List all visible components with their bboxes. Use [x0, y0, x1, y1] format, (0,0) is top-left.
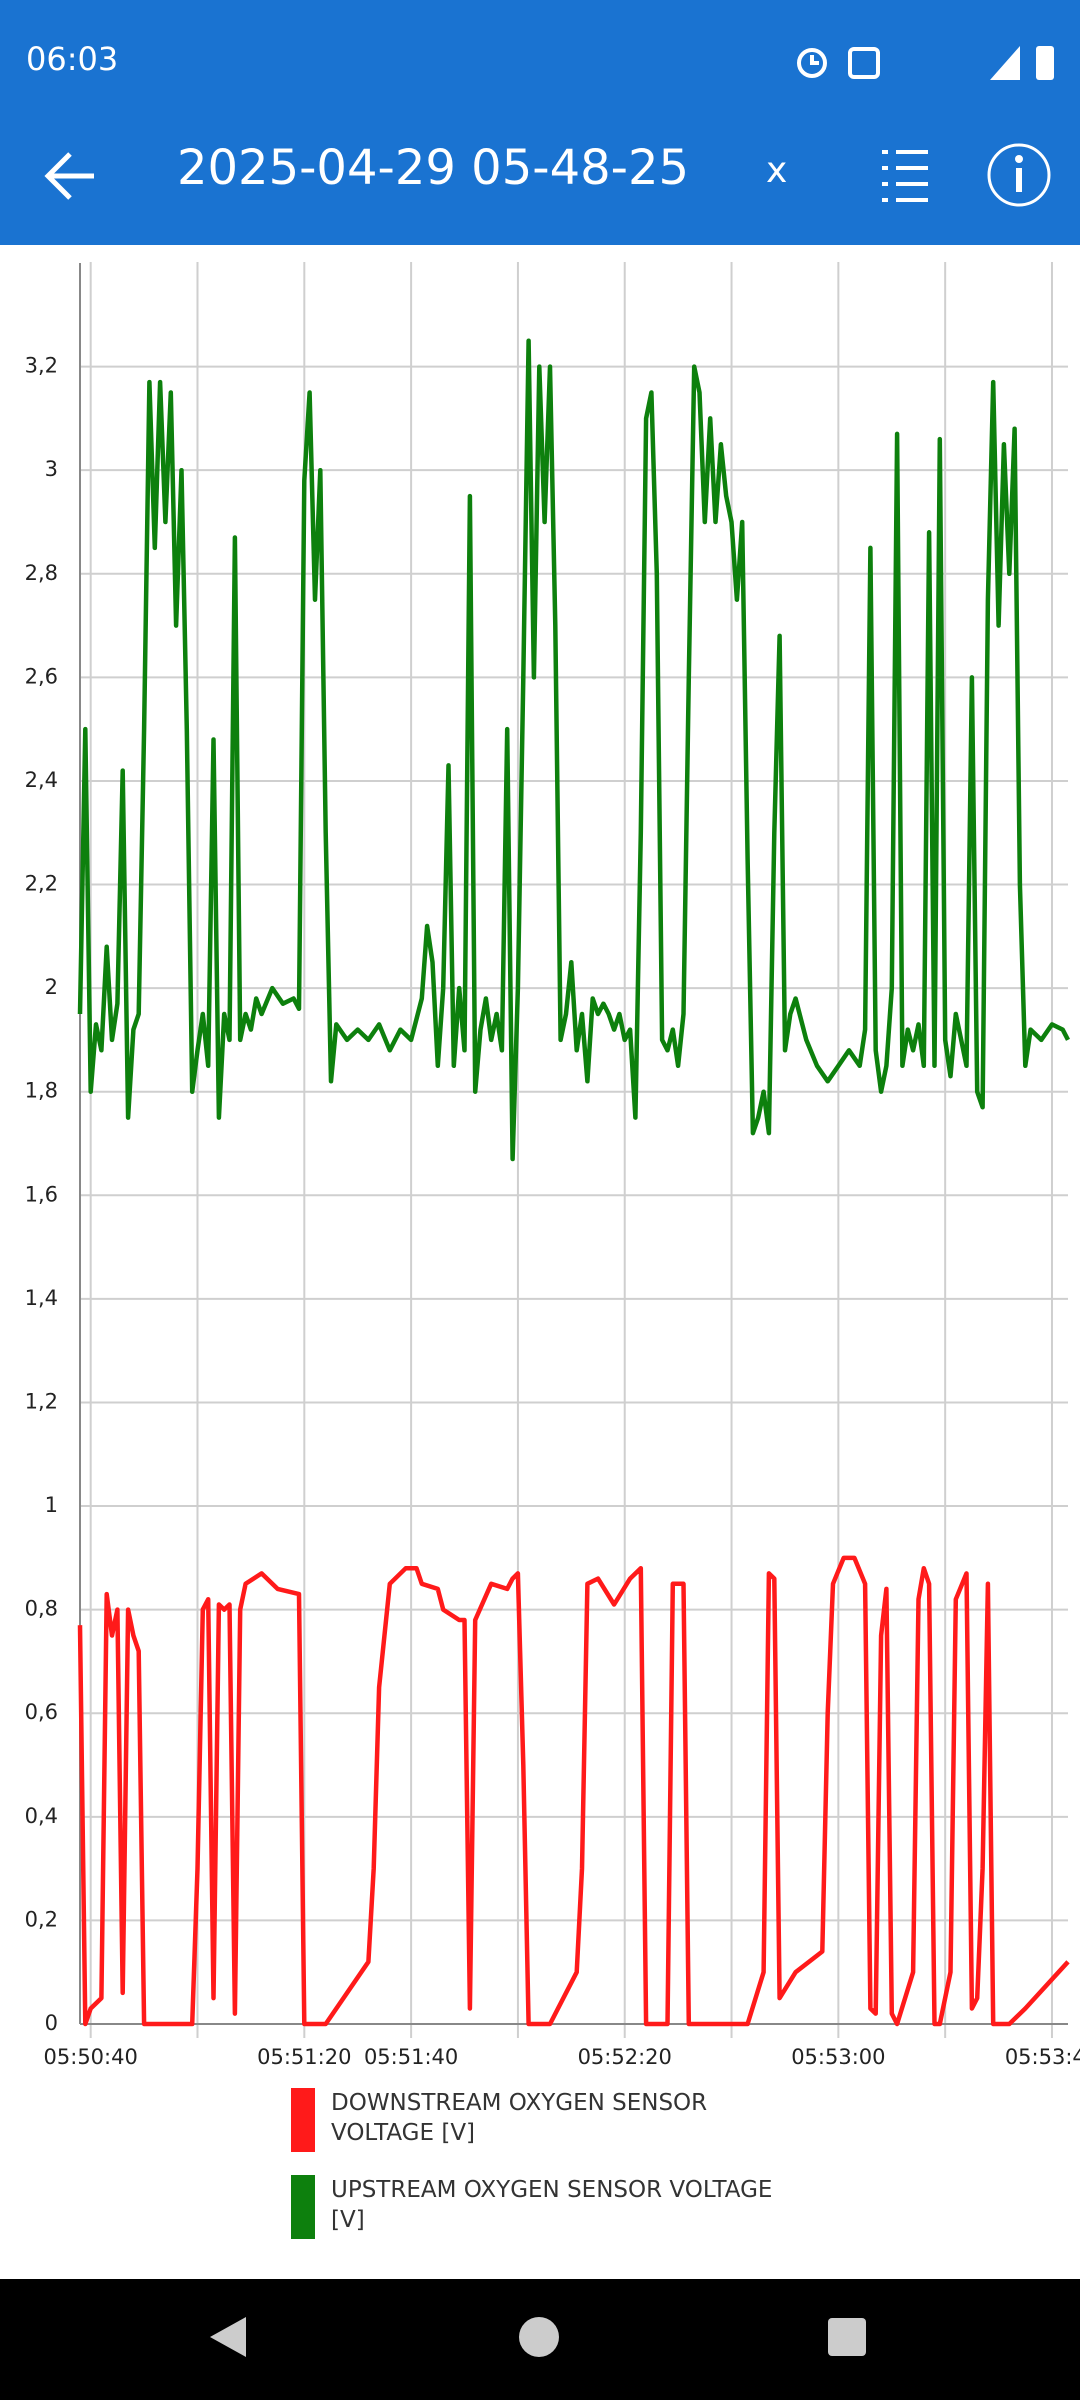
y-tick-label: 2,8 — [25, 561, 58, 585]
x-tick-label: 05:50:40 — [44, 2045, 138, 2069]
back-nav[interactable] — [210, 2317, 246, 2357]
y-tick-label: 2,4 — [25, 768, 58, 792]
legend-label: DOWNSTREAM OXYGEN SENSOR VOLTAGE [V] — [331, 2090, 708, 2146]
battery-icon — [1036, 46, 1054, 80]
y-tick-label: 0,4 — [25, 1804, 58, 1828]
nav-icons — [210, 2317, 866, 2357]
y-tick-label: 0 — [45, 2011, 58, 2035]
nav-bar — [0, 2279, 1080, 2400]
y-tick-label: 0,8 — [25, 1597, 58, 1621]
y-tick-label: 3,2 — [25, 354, 58, 378]
x-tick-label: 05:53:40 — [1005, 2045, 1080, 2069]
list-button[interactable] — [882, 150, 928, 202]
legend-swatch — [291, 2088, 315, 2152]
chart: 0 0,2 0,4 0,6 0,8 1 1,2 1,4 1,6 1,8 2 2,2 2,4 2,6 2,8 3… — [25, 262, 1080, 2069]
y-tick-label: 0,6 — [25, 1700, 58, 1724]
x-tick-label: 05:51:20 — [257, 2045, 351, 2069]
x-tick-label: 05:52:20 — [578, 2045, 672, 2069]
y-tick-label: 2,6 — [25, 664, 58, 688]
y-tick-label: 1,4 — [25, 1286, 58, 1310]
y-tick-label: 1,8 — [25, 1079, 58, 1103]
y-tick-label: 0,2 — [25, 1907, 58, 1931]
bar-icons — [44, 46, 1054, 207]
home-nav[interactable] — [519, 2317, 559, 2357]
y-tick-label: 1,2 — [25, 1389, 58, 1413]
back-button[interactable] — [44, 152, 94, 200]
signal-icon — [990, 46, 1020, 80]
y-tick-label: 1 — [45, 1493, 58, 1517]
x-tick-label: 05:51:40 — [364, 2045, 458, 2069]
data-line — [77, 338, 1071, 1162]
close-button[interactable]: x — [766, 150, 788, 191]
y-tick-label: 1,6 — [25, 1182, 58, 1206]
legend-swatch — [291, 2175, 315, 2239]
data-line — [77, 1555, 1070, 2027]
y-tick-label: 3 — [45, 457, 58, 481]
app-bar: 06:03 2025-04-29 05-48-25 x — [0, 0, 1080, 245]
status-time: 06:03 — [26, 40, 119, 78]
x-tick-label: 05:53:00 — [791, 2045, 885, 2069]
screen-title: 2025-04-29 05-48-25 — [176, 140, 690, 196]
legend-label: UPSTREAM OXYGEN SENSOR VOLTAGE [V] — [331, 2177, 773, 2233]
y-tick-label: 2 — [45, 975, 58, 999]
status-icons — [797, 47, 880, 79]
info-button[interactable] — [987, 143, 1051, 207]
recents-nav[interactable] — [828, 2318, 866, 2356]
y-tick-label: 2,2 — [25, 872, 58, 896]
